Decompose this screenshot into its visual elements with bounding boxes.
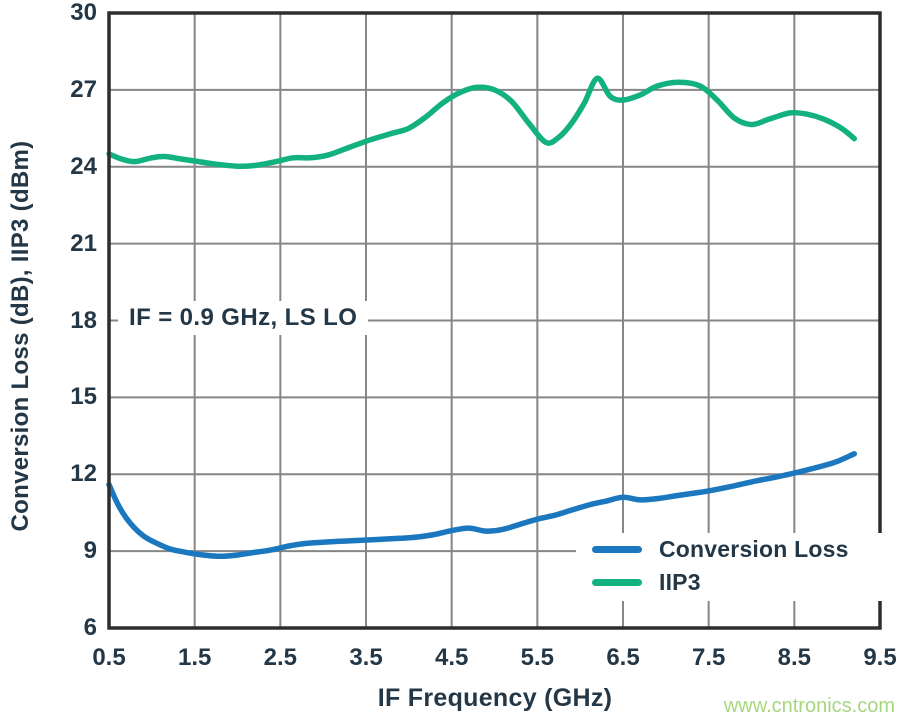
- x-tick-label: 5.5: [520, 644, 555, 671]
- series-line-conversion-loss: [106, 451, 858, 560]
- x-tick-label: 7.5: [691, 644, 726, 671]
- x-tick-label: 3.5: [349, 644, 383, 671]
- y-axis-title: Conversion Loss (dB), IIP3 (dBm): [7, 140, 34, 532]
- legend: Conversion Loss IIP3: [576, 533, 888, 602]
- plot-border: [107, 11, 882, 630]
- x-tick-label: 1.5: [177, 644, 212, 671]
- x-tick-label: 6.5: [606, 644, 640, 671]
- y-tick-label: 30: [70, 0, 97, 26]
- conversion-loss-line-swatch: [592, 546, 642, 554]
- y-tick-label: 6: [83, 614, 97, 641]
- legend-label-conversion-loss: Conversion Loss: [659, 536, 849, 563]
- x-tick-label: 9.5: [863, 644, 897, 671]
- y-tick-label: 9: [83, 537, 97, 565]
- watermark: www.cntronics.com: [723, 695, 895, 717]
- x-axis-title: IF Frequency (GHz): [377, 684, 613, 712]
- x-tick-label: 4.5: [434, 644, 469, 671]
- iip3-line-swatch: [592, 579, 642, 587]
- y-tick-label: 27: [70, 75, 97, 103]
- legend-item-iip3: IIP3: [592, 569, 888, 596]
- annotation-text: IF = 0.9 GHz, LS LO: [118, 300, 369, 335]
- y-tick-label: 12: [70, 460, 97, 488]
- legend-label-iip3: IIP3: [659, 569, 701, 596]
- y-tick-label: 24: [70, 152, 97, 180]
- x-tick-label: 2.5: [263, 644, 298, 671]
- legend-item-conversion-loss: Conversion Loss: [592, 536, 888, 563]
- y-tick-label: 21: [70, 229, 97, 257]
- x-tick-label: 8.5: [777, 644, 812, 671]
- y-tick-label: 15: [70, 383, 97, 411]
- x-tick-label: 0.5: [92, 644, 126, 671]
- y-tick-label: 18: [70, 306, 97, 334]
- series-line-iip3: [106, 75, 858, 170]
